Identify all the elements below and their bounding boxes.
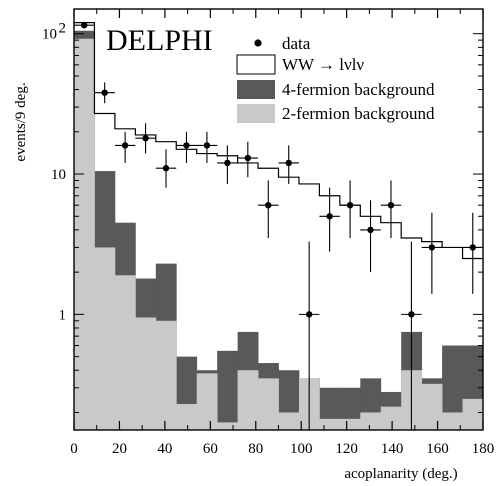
data-point	[237, 141, 259, 178]
x-tick-label: 40	[157, 441, 172, 457]
data-marker	[305, 311, 313, 318]
x-tick-label: 100	[290, 441, 313, 457]
y-tick-exponent: 2	[59, 21, 67, 37]
legend-data-marker	[254, 39, 262, 47]
bar-2fermion	[94, 247, 116, 430]
data-marker	[285, 159, 292, 167]
bar-2fermion	[196, 373, 218, 430]
data-point	[94, 82, 115, 104]
bar-2fermion	[258, 378, 279, 430]
bar-2fermion	[237, 370, 259, 430]
legend-4fermion-swatch	[237, 80, 275, 99]
data-marker	[408, 311, 415, 318]
bar-2fermion	[176, 403, 198, 430]
bar-2fermion	[339, 418, 361, 430]
experiment-label: DELPHI	[106, 24, 213, 57]
x-tick-label: 60	[203, 441, 218, 457]
x-tick-label: 0	[70, 441, 78, 457]
legend-2fermion-swatch	[237, 104, 275, 123]
bar-2fermion	[442, 412, 463, 430]
data-point	[278, 145, 299, 184]
data-point	[380, 180, 402, 239]
data-marker	[428, 244, 436, 251]
x-tick-label: 140	[381, 441, 404, 457]
data-marker	[387, 201, 395, 209]
data-point	[155, 149, 177, 188]
bar-2fermion	[278, 412, 300, 430]
bar-2fermion	[155, 320, 177, 430]
data-point	[298, 241, 320, 430]
bar-2fermion	[462, 398, 484, 430]
legend-4fermion-label: 4-fermion background	[282, 80, 435, 99]
x-tick-label: 120	[335, 441, 358, 457]
data-marker	[224, 159, 231, 167]
data-marker	[244, 154, 252, 162]
x-tick-label: 180	[472, 441, 495, 457]
data-marker	[101, 89, 108, 96]
data-point	[421, 212, 443, 294]
data-point	[319, 187, 340, 252]
data-marker	[162, 165, 170, 172]
data-point	[196, 131, 218, 163]
data-point	[401, 241, 422, 430]
legend-ww-label: WW → lνlν	[282, 55, 364, 74]
y-tick-label: 10	[42, 27, 57, 43]
bar-2fermion	[217, 422, 238, 430]
data-point	[462, 212, 483, 294]
data-point	[74, 21, 95, 29]
bar-2fermion	[380, 406, 402, 430]
data-marker	[203, 142, 211, 149]
bar-4fermion	[442, 345, 463, 430]
data-point	[360, 200, 381, 273]
legend-data-label: data	[282, 34, 311, 53]
x-tick-label: 160	[426, 441, 449, 457]
bar-2fermion	[114, 275, 136, 430]
data-marker	[346, 201, 354, 209]
data-marker	[367, 226, 374, 234]
data-point	[258, 180, 279, 239]
data-marker	[121, 142, 129, 149]
bar-2fermion	[421, 383, 443, 430]
bar-2fermion	[360, 412, 382, 430]
bar-2fermion	[319, 418, 341, 430]
data-marker	[265, 201, 272, 209]
data-point	[339, 180, 361, 239]
x-tick-label: 80	[248, 441, 263, 457]
y-tick-label: 10	[51, 167, 66, 183]
bar-2fermion	[74, 38, 95, 431]
data-point	[135, 123, 156, 154]
legend-2fermion-label: 2-fermion background	[282, 104, 435, 123]
histogram-bars	[74, 30, 484, 431]
data-point	[217, 145, 238, 184]
legend-ww-swatch	[236, 54, 276, 75]
bar-4fermion	[217, 350, 238, 430]
x-axis-label: acoplanarity (deg.)	[344, 466, 457, 482]
data-marker	[326, 213, 333, 220]
data-point	[176, 131, 197, 163]
data-marker	[81, 21, 88, 29]
y-axis-label: events/9 deg.	[13, 82, 29, 161]
data-points	[74, 21, 483, 430]
data-marker	[183, 142, 190, 149]
data-marker	[469, 244, 476, 251]
data-point	[114, 131, 136, 163]
bar-2fermion	[135, 317, 157, 430]
x-tick-label: 20	[112, 441, 127, 457]
data-marker	[142, 135, 149, 142]
legend: data WW → lνlν 4-fermion background 2-fe…	[236, 34, 435, 123]
y-tick-label: 1	[59, 307, 67, 323]
